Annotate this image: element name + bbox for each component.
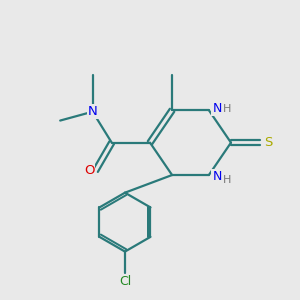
Text: N: N bbox=[212, 170, 222, 183]
Text: O: O bbox=[84, 164, 94, 177]
Text: N: N bbox=[212, 102, 222, 115]
Text: Cl: Cl bbox=[119, 274, 131, 287]
Text: H: H bbox=[223, 175, 231, 185]
Text: N: N bbox=[88, 105, 98, 118]
Text: S: S bbox=[265, 136, 273, 149]
Text: H: H bbox=[223, 104, 231, 114]
